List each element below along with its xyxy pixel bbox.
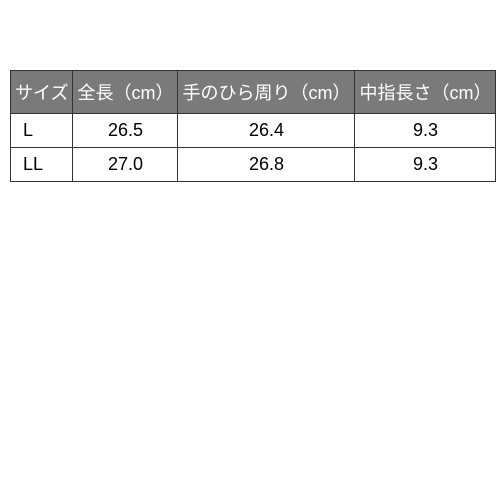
cell-length: 26.5 (73, 114, 178, 148)
table-row: LL 27.0 26.8 9.3 (11, 148, 496, 182)
header-row: サイズ 全長（cm） 手のひら周り（cm） 中指長さ（cm） (11, 71, 496, 114)
table-row: L 26.5 26.4 9.3 (11, 114, 496, 148)
header-size: サイズ (11, 71, 73, 114)
size-table: サイズ 全長（cm） 手のひら周り（cm） 中指長さ（cm） L 26.5 26… (10, 70, 496, 182)
cell-finger: 9.3 (355, 114, 496, 148)
size-table-container: サイズ 全長（cm） 手のひら周り（cm） 中指長さ（cm） L 26.5 26… (10, 70, 490, 182)
cell-size: L (11, 114, 73, 148)
header-finger: 中指長さ（cm） (355, 71, 496, 114)
cell-length: 27.0 (73, 148, 178, 182)
cell-palm: 26.4 (178, 114, 355, 148)
cell-finger: 9.3 (355, 148, 496, 182)
header-palm: 手のひら周り（cm） (178, 71, 355, 114)
header-length: 全長（cm） (73, 71, 178, 114)
cell-size: LL (11, 148, 73, 182)
cell-palm: 26.8 (178, 148, 355, 182)
table-body: L 26.5 26.4 9.3 LL 27.0 26.8 9.3 (11, 114, 496, 182)
table-header: サイズ 全長（cm） 手のひら周り（cm） 中指長さ（cm） (11, 71, 496, 114)
